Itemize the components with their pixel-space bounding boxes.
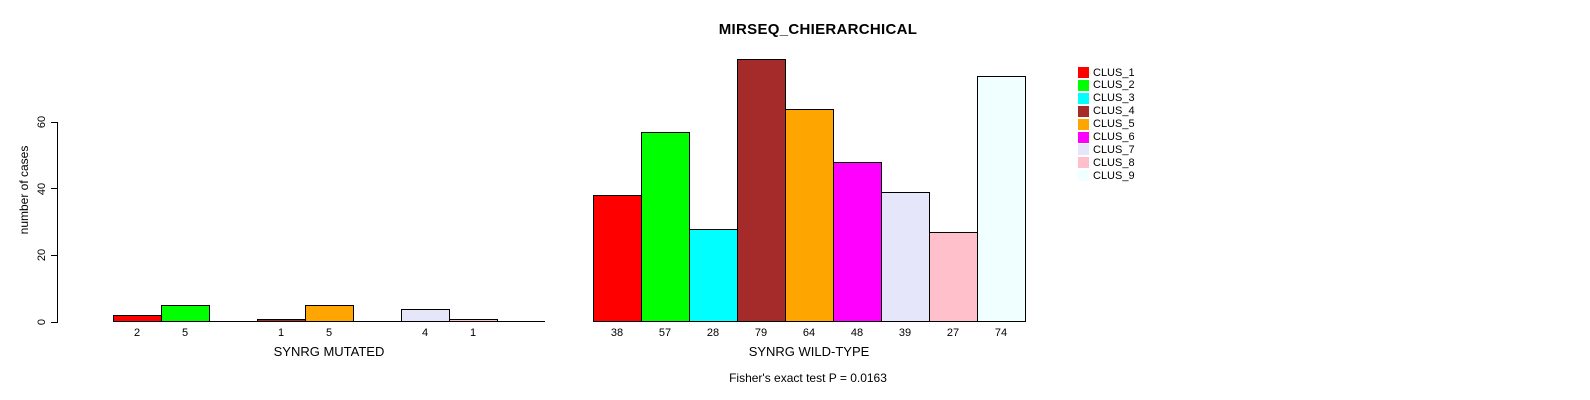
legend-swatch-clus-5 [1078,118,1089,130]
legend-swatch-clus-1 [1078,67,1089,78]
legend-label-clus-3: CLUS_3 [1093,92,1135,105]
bar-clus-1 [113,315,162,322]
x-axis-label-mutated: SYNRG MUTATED [273,344,385,359]
legend-swatch-clus-6 [1078,131,1089,143]
legend-swatch-clus-3 [1078,92,1089,104]
y-axis-label: number of cases [17,145,31,235]
y-axis-tick [51,188,57,190]
y-axis-tick-label: 60 [36,116,48,129]
bar-clus-3 [689,228,738,322]
bar-clus-5 [785,108,834,322]
legend-swatch-clus-4 [1078,105,1089,117]
bar-value-label-clus-7: 4 [421,327,429,339]
bar-value-label-clus-1: 38 [610,327,624,339]
y-axis-tick [51,254,57,256]
bar-value-label-clus-4: 79 [754,327,768,339]
bar-clus-5 [305,305,354,322]
chart-title: MIRSEQ_CHIERARCHICAL [718,21,918,38]
bar-value-label-clus-4: 1 [277,327,285,339]
bar-clus-1 [593,195,642,322]
bar-clus-2 [641,132,690,322]
legend-label-clus-2: CLUS_2 [1093,79,1135,92]
bar-clus-4 [737,58,786,322]
y-axis-tick [51,321,57,323]
y-axis-tick-label: 40 [36,182,48,195]
legend-swatch-clus-7 [1078,144,1089,156]
bar-value-label-clus-2: 57 [658,327,672,339]
bar-value-label-clus-8: 1 [469,327,477,339]
bar-clus-7 [401,308,450,322]
bar-value-label-clus-5: 64 [802,327,816,339]
legend-label-clus-9: CLUS_9 [1093,169,1135,182]
legend-label-clus-4: CLUS_4 [1093,105,1135,118]
y-axis-tick-label: 0 [36,318,48,326]
legend-swatch-clus-8 [1078,157,1089,169]
bar-clus-6 [833,162,882,322]
bar-clus-8 [929,232,978,322]
bar-value-label-clus-7: 39 [898,327,912,339]
bar-value-label-clus-8: 27 [946,327,960,339]
legend-label-clus-7: CLUS_7 [1093,143,1135,156]
bar-value-label-clus-2: 5 [181,327,189,339]
fisher-test-caption: Fisher's exact test P = 0.0163 [729,371,887,385]
legend-label-clus-5: CLUS_5 [1093,118,1135,131]
bar-value-label-clus-9: 74 [994,327,1008,339]
bar-value-label-clus-5: 5 [325,327,333,339]
bar-value-label-clus-1: 2 [133,327,141,339]
bar-value-label-clus-3: 28 [706,327,720,339]
legend-swatch-clus-9 [1078,170,1089,182]
bar-clus-8 [449,318,498,322]
x-axis-label-wild-type: SYNRG WILD-TYPE [748,344,870,359]
y-axis-tick-label: 20 [36,249,48,262]
legend-swatch-clus-2 [1078,79,1089,91]
bar-clus-2 [161,305,210,322]
y-axis-tick [51,121,57,123]
legend-label-clus-6: CLUS_6 [1093,131,1135,143]
legend-label-clus-1: CLUS_1 [1093,66,1135,79]
y-axis-line [57,122,58,323]
bar-clus-4 [257,318,306,322]
bar-clus-7 [881,192,930,322]
bar-value-label-clus-6: 48 [850,327,864,339]
bar-clus-9 [977,75,1026,322]
legend-label-clus-8: CLUS_8 [1093,156,1135,169]
